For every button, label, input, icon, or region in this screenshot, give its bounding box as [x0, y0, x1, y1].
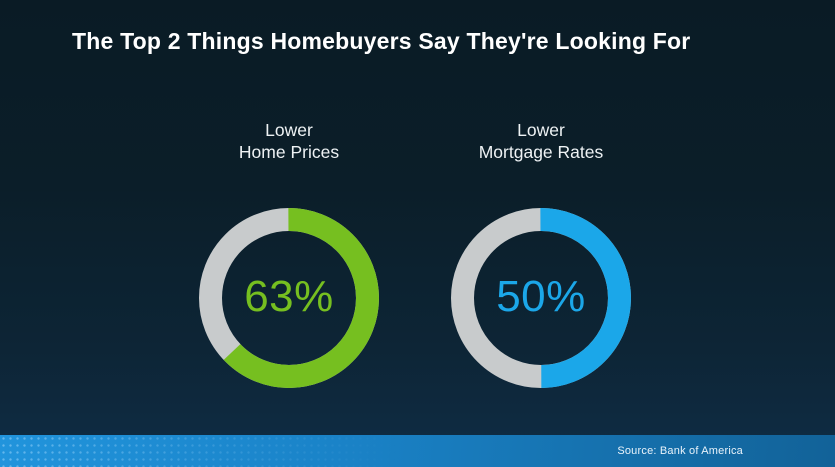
chart-label-line2: Mortgage Rates — [478, 141, 604, 162]
chart-label-home-prices: Lower Home Prices — [189, 120, 389, 168]
footer-band: Source: Bank of America — [0, 435, 835, 467]
donut-percent-mortgage-rates: 50% — [496, 272, 586, 321]
donut-mortgage-rates: 50% — [451, 208, 631, 388]
donut-chart-mortgage-rates: Lower Mortgage Rates 50% — [441, 120, 641, 388]
chart-label-mortgage-rates: Lower Mortgage Rates — [441, 120, 641, 168]
donut-svg — [451, 208, 631, 388]
donut-home-prices: 63% — [199, 208, 379, 388]
donut-chart-home-prices: Lower Home Prices 63% — [189, 120, 389, 388]
slide-title: The Top 2 Things Homebuyers Say They're … — [72, 28, 691, 54]
chart-label-line2: Home Prices — [238, 141, 340, 162]
donut-value-arc — [451, 208, 631, 388]
chart-label-line1: Lower — [517, 120, 565, 140]
donut-svg — [199, 208, 379, 388]
source-attribution: Source: Bank of America — [617, 445, 743, 457]
donut-percent-home-prices: 63% — [244, 272, 334, 321]
charts-row: Lower Home Prices 63% Lower Mortgage Rat… — [189, 120, 641, 388]
donut-value-arc — [199, 208, 379, 388]
chart-label-line1: Lower — [265, 120, 313, 140]
